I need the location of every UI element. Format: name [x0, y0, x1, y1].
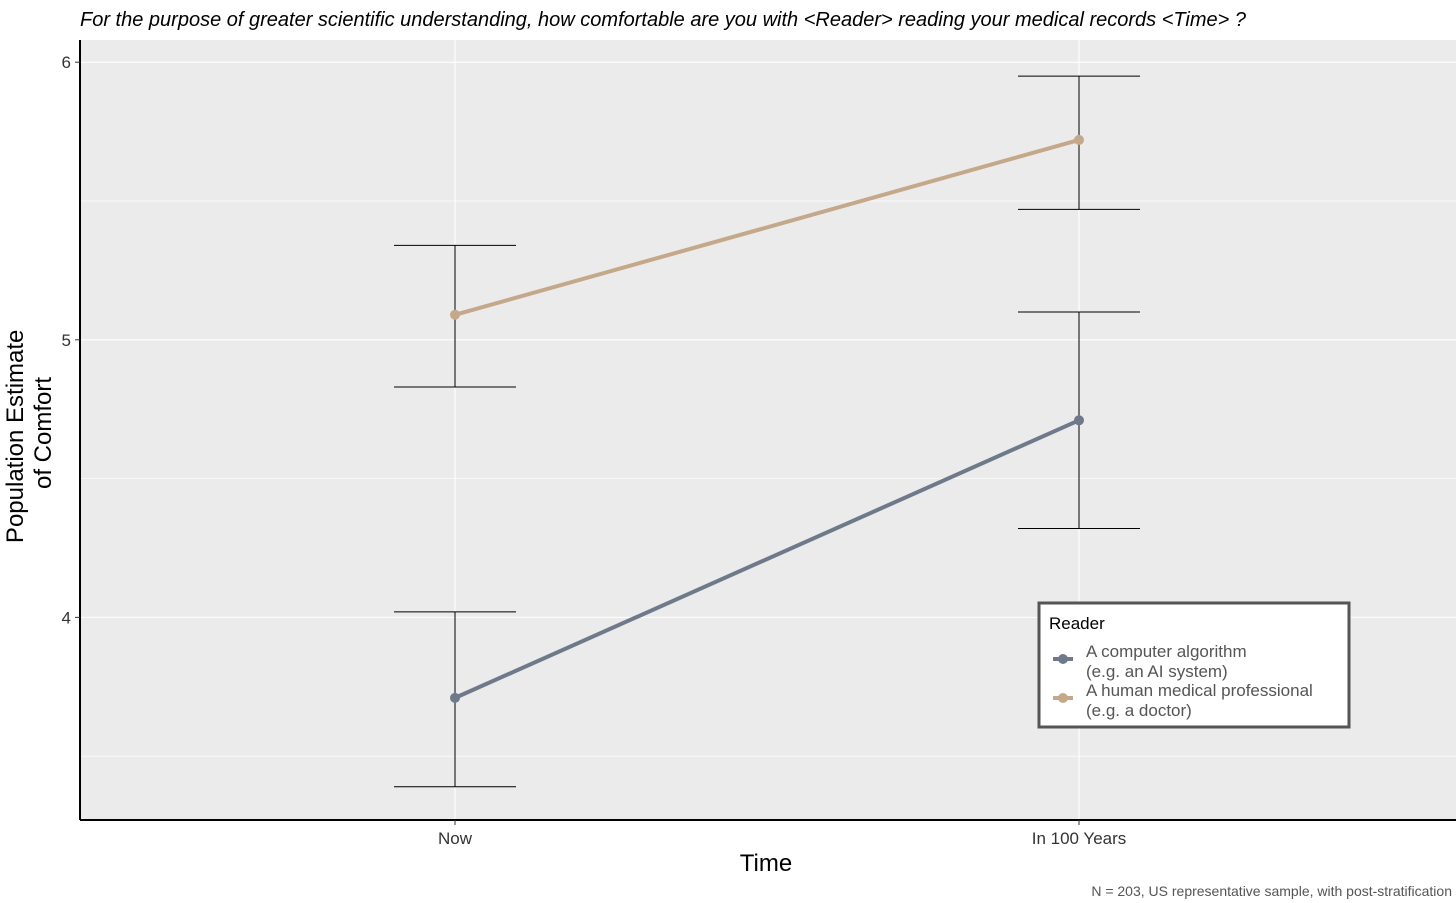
legend-label: A computer algorithm (e.g. an AI system)	[1086, 642, 1247, 681]
series-2	[394, 75, 1140, 388]
legend-key-point	[1058, 693, 1068, 703]
data-point	[1074, 134, 1084, 145]
legend-label-line: A human medical professional	[1086, 681, 1313, 700]
x-tick-label: Now	[438, 829, 473, 848]
series-1	[394, 311, 1140, 788]
legend-title: Reader	[1049, 614, 1105, 633]
series-layer	[394, 75, 1140, 788]
legend-label: A human medical professional (e.g. a doct…	[1086, 681, 1313, 720]
x-axis-title: Time	[740, 850, 792, 877]
legend-items: A computer algorithm (e.g. an AI system)A…	[1053, 642, 1313, 720]
y-axis-title: Population Estimate of Comfort	[2, 323, 57, 543]
legend-label-line: (e.g. an AI system)	[1086, 662, 1228, 681]
data-point	[1074, 415, 1084, 426]
legend-key-point	[1058, 654, 1068, 664]
legend-label-line: A computer algorithm	[1086, 642, 1247, 661]
x-tick-label: In 100 Years	[1032, 829, 1127, 848]
y-tick-label: 6	[62, 53, 71, 72]
data-point	[450, 309, 460, 320]
legend-item-1: A computer algorithm (e.g. an AI system)	[1053, 642, 1247, 681]
legend-box	[1037, 601, 1351, 729]
chart-title: For the purpose of greater scientific un…	[80, 9, 1247, 31]
y-tick-label: 5	[62, 331, 71, 350]
legend: Reader A computer algorithm (e.g. an AI s…	[1037, 601, 1351, 729]
series-line	[453, 418, 1081, 700]
series-line	[453, 137, 1081, 317]
chart-caption: N = 203, US representative sample, with …	[1091, 883, 1452, 899]
data-point	[450, 692, 460, 703]
axis-ticks: 4 5 6 Now In 100 Years	[62, 53, 1127, 848]
y-axis-title-line-1: Population Estimate	[2, 330, 29, 543]
y-axis-title-line-2: of Comfort	[30, 377, 57, 489]
y-tick-label: 4	[62, 608, 71, 627]
legend-label-line: (e.g. a doctor)	[1086, 701, 1192, 720]
legend-item-2: A human medical professional (e.g. a doct…	[1053, 681, 1313, 720]
